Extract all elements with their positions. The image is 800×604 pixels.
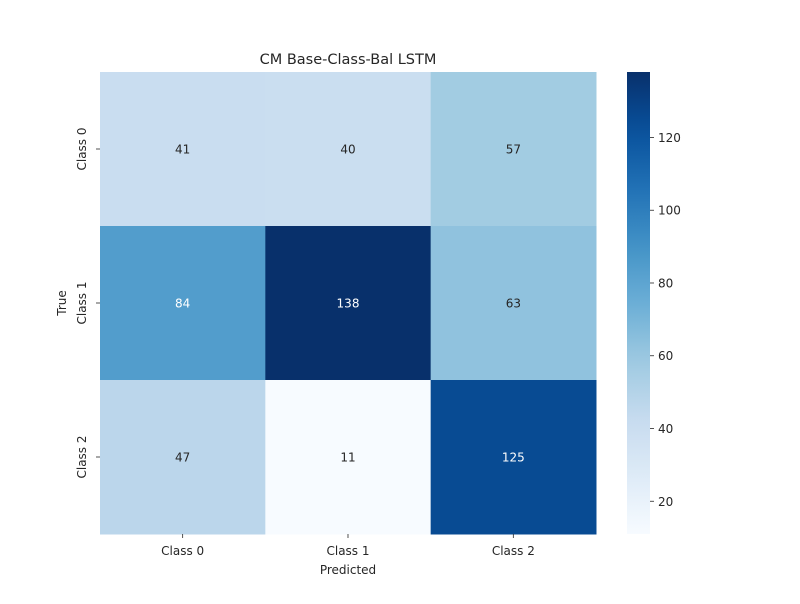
cell-value-label: 40: [340, 143, 355, 157]
heatmap-cell: [265, 226, 432, 381]
y-axis-label: True: [55, 290, 69, 317]
heatmap-cell: [100, 226, 266, 381]
colorbar-gradient: [627, 72, 650, 534]
cell-annotations: 41 40 57 84 138 63 47 11 125: [175, 143, 525, 465]
x-axis-label: Predicted: [320, 563, 376, 577]
colorbar: 20 40 60 80 100 120: [627, 72, 681, 534]
colorbar-tick-label: 60: [658, 349, 673, 363]
heatmap-cell: [100, 72, 266, 227]
cell-value-label: 57: [506, 143, 521, 157]
colorbar-tick-label: 20: [658, 495, 673, 509]
colorbar-tick-label: 120: [658, 131, 681, 145]
colorbar-tick-label: 100: [658, 204, 681, 218]
y-tick-label: Class 2: [75, 435, 89, 478]
cell-value-label: 41: [175, 143, 190, 157]
heatmap-cell: [265, 72, 432, 227]
cell-value-label: 47: [175, 451, 190, 465]
heatmap-cell: [265, 380, 432, 535]
cell-value-label: 84: [175, 297, 190, 311]
chart-title: CM Base-Class-Bal LSTM: [260, 52, 437, 68]
heatmap-cell: [430, 226, 597, 381]
cell-value-label: 63: [506, 297, 521, 311]
x-tick-label: Class 1: [326, 544, 369, 558]
heatmap-cell: [100, 380, 266, 535]
x-tick-labels: Class 0 Class 1 Class 2: [161, 534, 535, 558]
heatmap-cell: [430, 380, 597, 535]
y-tick-labels: Class 0 Class 1 Class 2: [75, 127, 100, 479]
heatmap-cell: [430, 72, 597, 227]
x-tick-label: Class 0: [161, 544, 204, 558]
cell-value-label: 11: [340, 451, 355, 465]
y-tick-label: Class 0: [75, 127, 89, 170]
x-tick-label: Class 2: [492, 544, 535, 558]
colorbar-tick-label: 40: [658, 422, 673, 436]
cell-value-label: 138: [337, 297, 360, 311]
heatmap-cells: [100, 72, 597, 535]
colorbar-tick-label: 80: [658, 276, 673, 290]
y-tick-label: Class 1: [75, 281, 89, 324]
cell-value-label: 125: [502, 451, 525, 465]
